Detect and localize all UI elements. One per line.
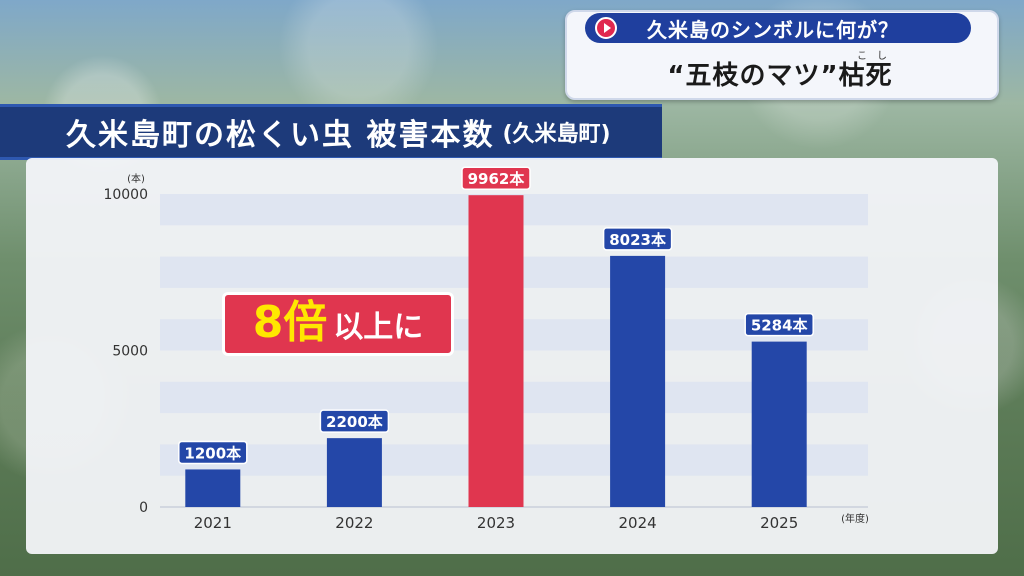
furigana: こし <box>857 51 897 62</box>
x-tick-label: 2021 <box>194 514 232 532</box>
topic-headline: “五枝のマツ”枯死 <box>667 61 893 91</box>
x-tick-label: 2025 <box>760 514 798 532</box>
chart-subtitle: (久米島町) <box>502 122 611 147</box>
callout-big-text: 8倍 <box>252 297 328 348</box>
bar <box>610 255 666 507</box>
bar <box>185 469 241 507</box>
y-tick-label: 0 <box>139 500 148 516</box>
y-tick-label: 10000 <box>103 187 148 203</box>
topic-pill: 久米島のシンボルに何が？ <box>585 13 971 43</box>
bar <box>751 341 807 507</box>
x-tick-label: 2024 <box>619 514 657 532</box>
data-label: 5284本 <box>751 317 808 335</box>
chart-title: 久米島町の松くい虫 被害本数 <box>66 118 495 153</box>
data-label: 1200本 <box>184 444 241 462</box>
play-icon <box>595 17 617 39</box>
y-tick-label: 5000 <box>112 344 148 360</box>
x-unit-label: (年度) <box>841 512 869 525</box>
data-label-box <box>319 409 390 433</box>
bar <box>326 438 382 507</box>
data-label-box <box>461 166 531 190</box>
x-tick-label: 2022 <box>335 514 373 532</box>
data-label: 8023本 <box>609 231 666 249</box>
data-label: 9962本 <box>468 170 525 188</box>
topic-pill-text: 久米島のシンボルに何が？ <box>647 17 899 42</box>
x-tick-label: 2023 <box>477 514 515 532</box>
data-label-box <box>744 312 814 337</box>
bar <box>468 195 524 508</box>
callout-badge: 8倍 以上に <box>222 292 454 356</box>
data-label: 2200本 <box>326 413 383 431</box>
data-label-box <box>178 440 248 465</box>
y-unit-label: (本) <box>127 172 145 185</box>
data-label-box <box>602 227 673 251</box>
callout-small-text: 以上に <box>333 310 424 345</box>
